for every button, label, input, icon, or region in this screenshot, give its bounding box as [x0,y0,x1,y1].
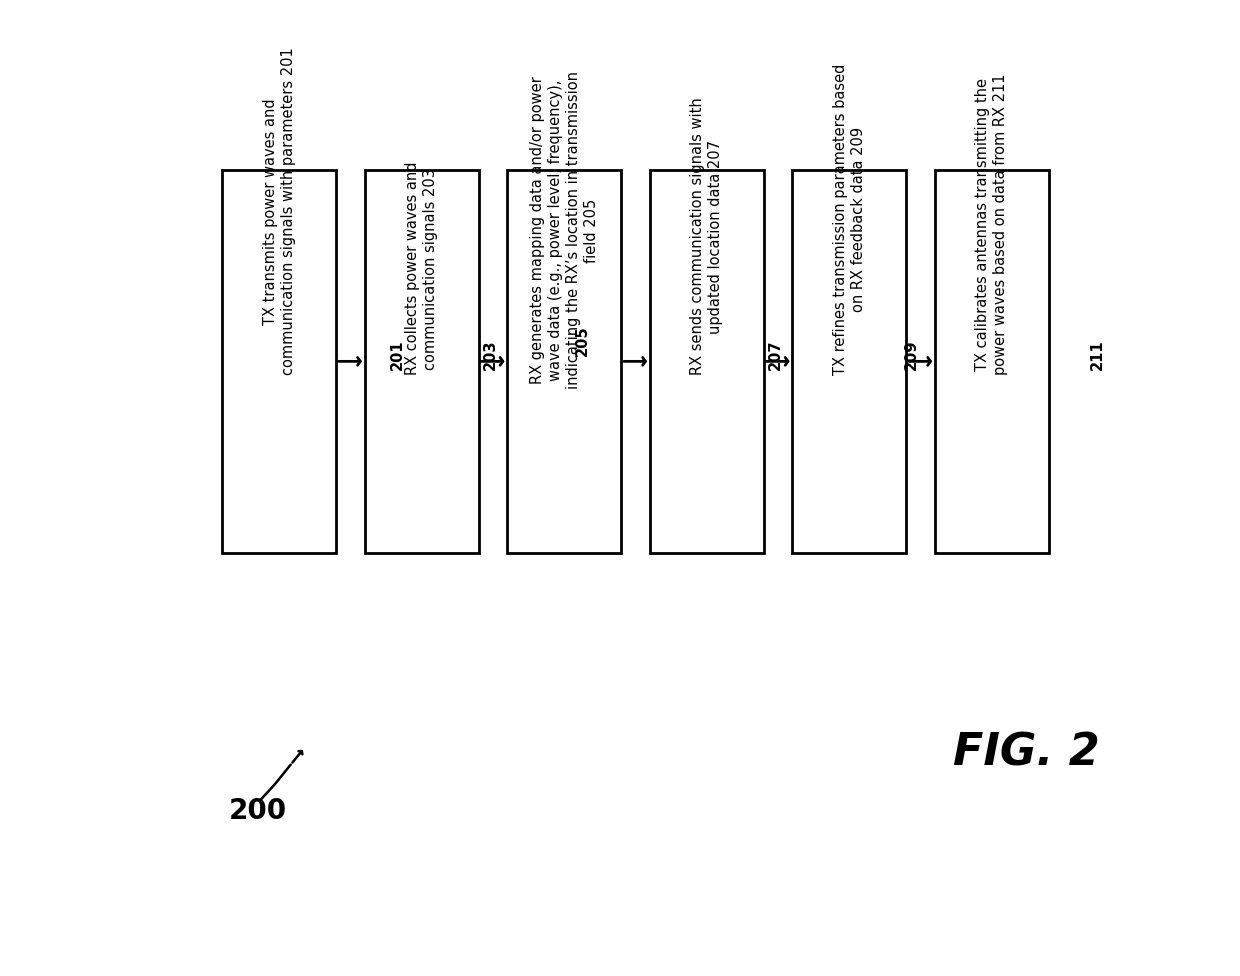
Text: RX sends communication signals with
updated location data 207: RX sends communication signals with upda… [691,98,723,376]
Text: RX collects power waves and
communication signals 203: RX collects power waves and communicatio… [405,162,438,376]
Bar [792,170,906,553]
Bar [365,170,479,553]
Text: FIG. 2: FIG. 2 [954,732,1100,775]
Text: RX generates mapping data and/or power
wave data (e.g., power level, frequency),: RX generates mapping data and/or power w… [529,71,599,389]
Text: 209: 209 [904,339,919,370]
Text: TX calibrates antennas transmitting the
power waves based on data from RX 211: TX calibrates antennas transmitting the … [976,74,1008,376]
Text: TX transmits power waves and
communication signals with parameters 201: TX transmits power waves and communicati… [263,48,295,376]
Text: 211: 211 [1090,339,1105,370]
Text: 201: 201 [389,339,404,370]
Text: 205: 205 [575,325,590,355]
Text: 203: 203 [482,339,497,370]
Text: 200: 200 [228,796,286,825]
Bar [650,170,764,553]
Bar [222,170,336,553]
Bar [935,170,1049,553]
Text: 207: 207 [768,339,782,370]
Bar [507,170,621,553]
Text: TX refines transmission parameters based
on RX feedback data 209: TX refines transmission parameters based… [833,64,866,376]
